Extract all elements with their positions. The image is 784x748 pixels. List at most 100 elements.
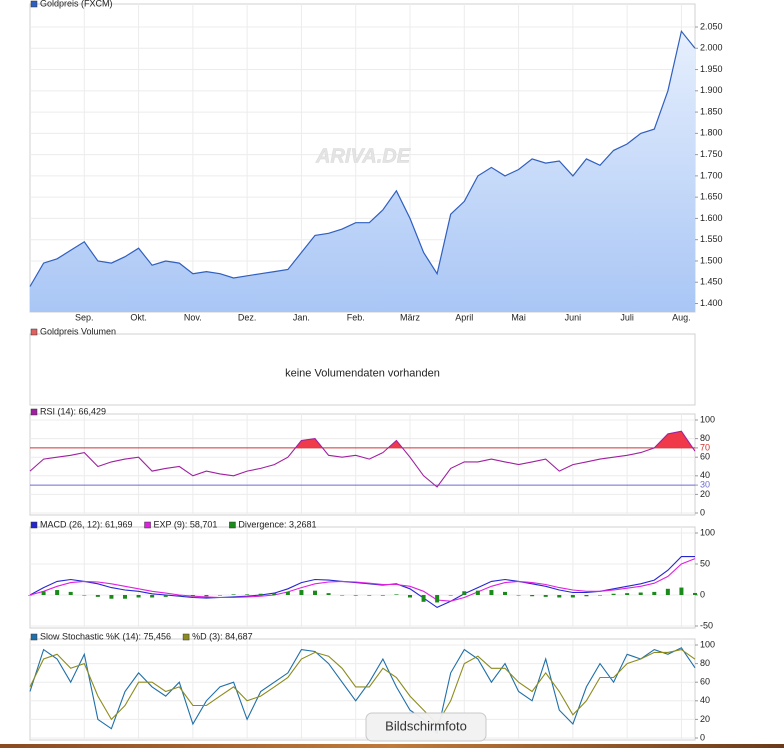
- x-tick-label: Jan.: [293, 312, 310, 322]
- divergence-bar: [462, 591, 467, 595]
- panel-frame: [29, 333, 696, 406]
- divergence-bar: [177, 595, 182, 597]
- divergence-bar: [82, 595, 87, 596]
- y-tick-label: 1.450: [700, 277, 723, 287]
- x-tick-label: März: [400, 312, 420, 322]
- desktop-edge: [0, 744, 784, 748]
- price-line: [29, 29, 696, 287]
- legend-label: %D (3): 84,687: [192, 631, 253, 641]
- divergence-bar: [557, 595, 562, 598]
- divergence-bar: [245, 594, 250, 595]
- divergence-bar: [150, 595, 155, 598]
- y-tick-label: 100: [700, 414, 715, 424]
- divergence-bar: [123, 595, 127, 599]
- y-tick-label: 1.600: [700, 213, 723, 223]
- panel-frame: [29, 526, 696, 629]
- y-tick-label: 60: [700, 452, 710, 462]
- divergence-bar: [408, 595, 412, 598]
- divergence-bar: [665, 588, 670, 595]
- y-tick-label: 40: [700, 470, 710, 480]
- divergence-bar: [218, 595, 222, 596]
- x-tick-label: Nov.: [184, 312, 202, 322]
- legend-swatch: [229, 521, 236, 529]
- divergence-bar: [584, 595, 589, 597]
- panel-message: keine Volumendaten vorhanden: [285, 367, 440, 379]
- y-tick-label: 50: [700, 558, 710, 568]
- watermark: ARIVA.DE: [315, 145, 411, 167]
- y-tick-label: 2.050: [700, 21, 723, 31]
- divergence-bar: [299, 590, 304, 595]
- indicator-line: [29, 556, 695, 609]
- legend-swatch: [144, 521, 151, 529]
- legend-swatch: [30, 408, 38, 416]
- divergence-bar: [367, 595, 372, 596]
- legend-label: EXP (9): 58,701: [154, 519, 218, 529]
- y-tick-label: 1.900: [700, 85, 723, 95]
- legend-swatch: [182, 633, 190, 641]
- divergence-bar: [190, 595, 195, 597]
- y-tick-label: 1.700: [700, 170, 723, 180]
- panel-frame: [29, 413, 696, 516]
- divergence-bar: [435, 595, 440, 603]
- panel-frame: [29, 638, 696, 741]
- y-tick-label: 1.500: [700, 255, 723, 265]
- panels: 2.050 2.000 1.950 1.900 1.850 1.800 1.750 1.700…: [28, 0, 723, 742]
- x-tick-label: Juni: [565, 312, 582, 322]
- y-tick-label: 80: [700, 658, 710, 668]
- y-tick-label: 1.400: [700, 298, 723, 308]
- y-tick-label: 0: [700, 589, 705, 599]
- divergence-bar: [652, 591, 657, 595]
- y-tick-label: 20: [700, 714, 710, 724]
- tooltip: Bildschirmfoto: [385, 718, 467, 733]
- divergence-bar: [272, 593, 277, 595]
- x-tick-label: Sep.: [75, 312, 94, 322]
- divergence-bar: [95, 595, 100, 597]
- y-tick-label: 100: [700, 639, 715, 649]
- price-area: [30, 31, 695, 313]
- legend-swatch: [30, 328, 38, 336]
- divergence-bar: [326, 593, 331, 595]
- divergence-bar: [503, 591, 507, 595]
- divergence-bar: [68, 591, 73, 595]
- divergence-bar: [516, 595, 521, 596]
- y-tick-label: 1.950: [700, 64, 723, 74]
- x-tick-label: Feb.: [347, 312, 365, 322]
- indicator-line: [29, 430, 696, 488]
- divergence-bar: [353, 595, 358, 596]
- divergence-bar: [570, 595, 575, 598]
- panel-title: Goldpreis (FXCM): [40, 0, 113, 8]
- indicator-line: [29, 558, 696, 602]
- y-tick-label: 1.550: [700, 234, 723, 244]
- y-tick-label: 70: [700, 442, 710, 452]
- divergence-bar: [380, 595, 385, 596]
- divergence-bar: [55, 590, 60, 595]
- divergence-bar: [611, 593, 616, 595]
- overbought-area: [30, 431, 695, 448]
- divergence-bar: [625, 593, 630, 595]
- legend-label: MACD (26, 12): 61,969: [40, 519, 133, 529]
- legend-swatch: [30, 0, 38, 8]
- y-tick-label: 30: [700, 479, 710, 489]
- divergence-bar: [136, 595, 141, 598]
- y-tick-label: 80: [700, 433, 710, 443]
- divergence-bar: [394, 594, 399, 595]
- divergence-bar: [530, 595, 535, 597]
- tooltip-box: [365, 712, 487, 742]
- x-tick-label: Mai: [511, 312, 526, 322]
- divergence-bar: [285, 591, 290, 595]
- legend-swatch: [30, 521, 38, 529]
- y-tick-label: 1.800: [700, 128, 723, 138]
- divergence-bar: [693, 592, 697, 595]
- legend-swatch: [30, 633, 38, 641]
- divergence-bar: [109, 595, 114, 599]
- x-tick-label: Okt.: [130, 312, 147, 322]
- divergence-bar: [258, 593, 263, 595]
- y-tick-label: 1.750: [700, 149, 723, 159]
- divergence-bar: [421, 595, 426, 602]
- divergence-bar: [638, 592, 643, 595]
- y-tick-label: 100: [700, 527, 715, 537]
- y-tick-label: 20: [700, 489, 710, 499]
- divergence-bar: [231, 594, 236, 595]
- x-tick-label: Juli: [620, 312, 634, 322]
